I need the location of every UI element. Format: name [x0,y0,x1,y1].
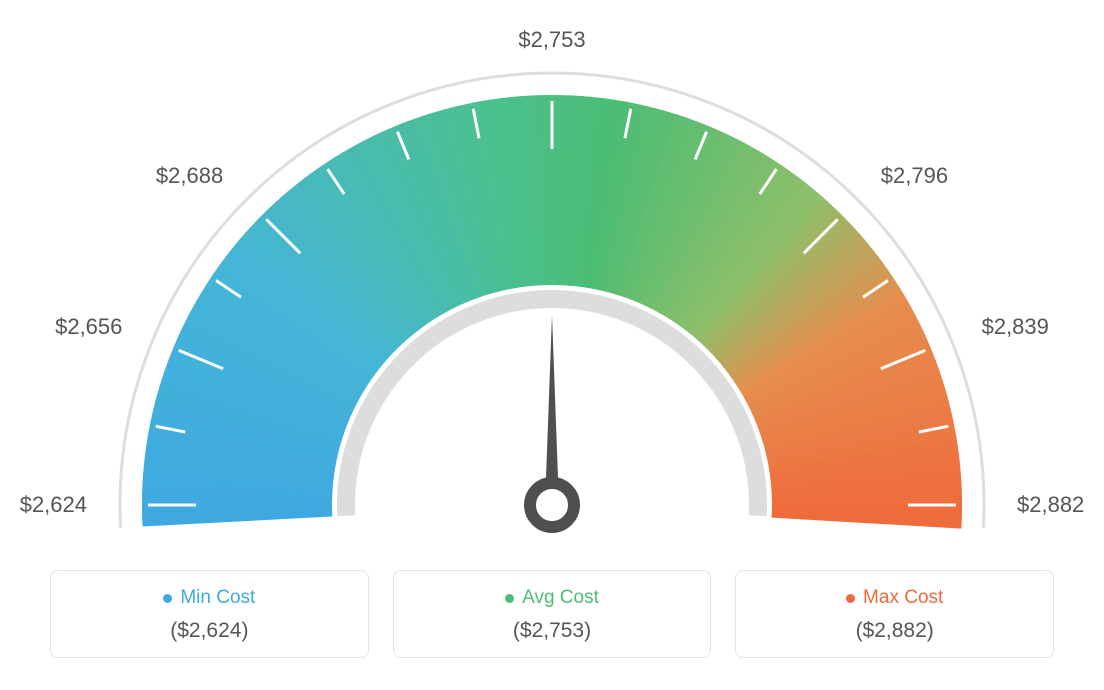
dot-icon [163,594,172,603]
gauge-tick-label: $2,688 [156,163,223,189]
max-cost-value: ($2,882) [754,619,1035,643]
max-cost-card: Max Cost ($2,882) [735,570,1054,658]
gauge-tick-label: $2,656 [55,314,122,340]
gauge-tick-label: $2,624 [20,492,87,518]
max-cost-title: Max Cost [846,587,943,609]
min-cost-label: Min Cost [180,587,255,609]
gauge-svg [0,0,1104,560]
min-cost-value: ($2,624) [69,619,350,643]
avg-cost-card: Avg Cost ($2,753) [393,570,712,658]
min-cost-card: Min Cost ($2,624) [50,570,369,658]
gauge-tick-label: $2,882 [1017,492,1084,518]
gauge-tick-label: $2,839 [982,314,1049,340]
avg-cost-title: Avg Cost [505,587,599,609]
avg-cost-label: Avg Cost [522,587,599,609]
gauge-chart: $2,624 $2,656 $2,688 $2,753 $2,796 $2,839 $2,8… [0,0,1104,560]
max-cost-label: Max Cost [863,587,943,609]
dot-icon [846,594,855,603]
min-cost-title: Min Cost [163,587,255,609]
gauge-tick-label: $2,796 [881,163,948,189]
summary-cards: Min Cost ($2,624) Avg Cost ($2,753) Max … [50,570,1054,658]
dot-icon [505,594,514,603]
avg-cost-value: ($2,753) [412,619,693,643]
gauge-tick-label: $2,753 [518,27,585,53]
